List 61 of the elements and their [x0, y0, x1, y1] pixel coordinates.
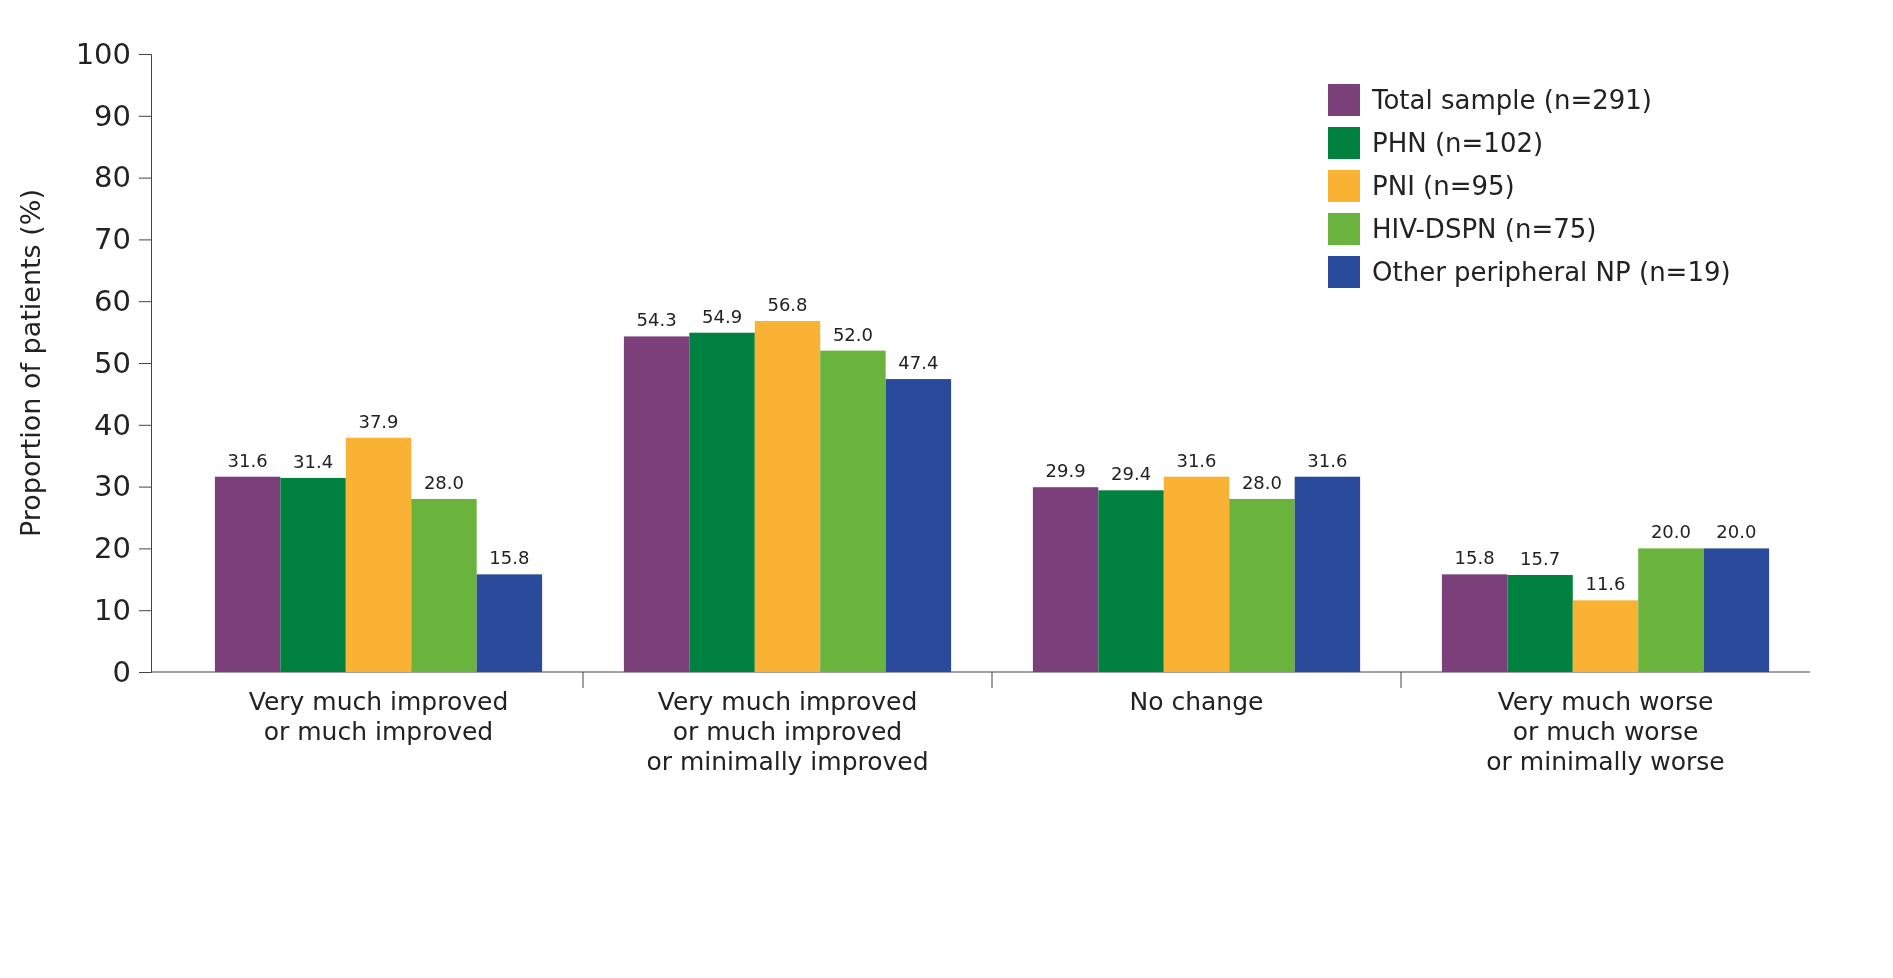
y-tick-label: 50	[94, 345, 131, 380]
text: 31.6	[227, 449, 268, 471]
bar	[1032, 487, 1099, 672]
bar	[689, 332, 755, 672]
text: 31.6	[1176, 449, 1217, 471]
bar	[1572, 600, 1639, 672]
bar	[623, 336, 690, 672]
text: 29.4	[1111, 463, 1152, 485]
text: 20.0	[1716, 521, 1757, 543]
legend-label: HIV-DSPN (n=75)	[1372, 214, 1597, 244]
y-tick-label: 30	[94, 469, 131, 504]
x-tick-label: Very much improved or much improved	[248, 687, 509, 746]
bar	[1294, 476, 1361, 672]
bar	[1163, 476, 1230, 672]
text: 56.8	[767, 293, 808, 315]
text: 31.6	[1307, 449, 1348, 471]
text: 54.3	[636, 309, 677, 331]
text: 29.9	[1045, 460, 1086, 482]
y-tick-label: 20	[94, 531, 131, 566]
y-tick-label: 100	[75, 36, 131, 71]
y-tick-label: 80	[94, 160, 131, 195]
bar	[345, 437, 412, 672]
text: 37.9	[358, 410, 399, 432]
text: 20.0	[1650, 521, 1691, 543]
bar	[1229, 498, 1295, 672]
y-tick-label: 70	[94, 222, 131, 257]
legend-label: Total sample (n=291)	[1371, 85, 1652, 115]
y-tick-label: 10	[94, 592, 131, 627]
y-tick-label: 40	[94, 407, 131, 442]
bar	[280, 477, 346, 672]
bar	[754, 320, 821, 672]
y-axis-title: Proportion of patients (%)	[15, 189, 46, 537]
bar	[1441, 574, 1508, 672]
text: 11.6	[1585, 573, 1626, 595]
legend-label: Other peripheral NP (n=19)	[1372, 257, 1731, 287]
text: 31.4	[293, 450, 334, 472]
text: 15.8	[1454, 547, 1495, 569]
bar	[214, 476, 281, 672]
y-tick-label: 90	[94, 98, 131, 133]
text: 54.9	[702, 305, 743, 327]
legend-label: PHN (n=102)	[1372, 128, 1544, 158]
bar	[1507, 574, 1573, 672]
bar	[1098, 490, 1164, 672]
text: 28.0	[1241, 471, 1282, 493]
y-tick-label: 0	[112, 654, 131, 689]
y-tick-label: 60	[94, 283, 131, 318]
bar	[820, 350, 886, 672]
text: 15.7	[1520, 547, 1561, 569]
x-tick-label: Very much improved or much improved or minimally improved	[646, 687, 929, 776]
bar	[885, 379, 952, 672]
x-tick-label: Very much worse or much worse or minimally worse	[1486, 687, 1725, 776]
legend-label: PNI (n=95)	[1372, 171, 1515, 201]
text: 52.0	[832, 323, 873, 345]
text: 47.4	[898, 352, 939, 374]
bar	[476, 574, 543, 672]
text: 15.8	[489, 547, 530, 569]
text: 28.0	[423, 471, 464, 493]
bar	[1703, 548, 1770, 672]
bar	[411, 498, 477, 672]
bar	[1638, 548, 1704, 672]
x-tick-label: No change	[1129, 687, 1264, 716]
